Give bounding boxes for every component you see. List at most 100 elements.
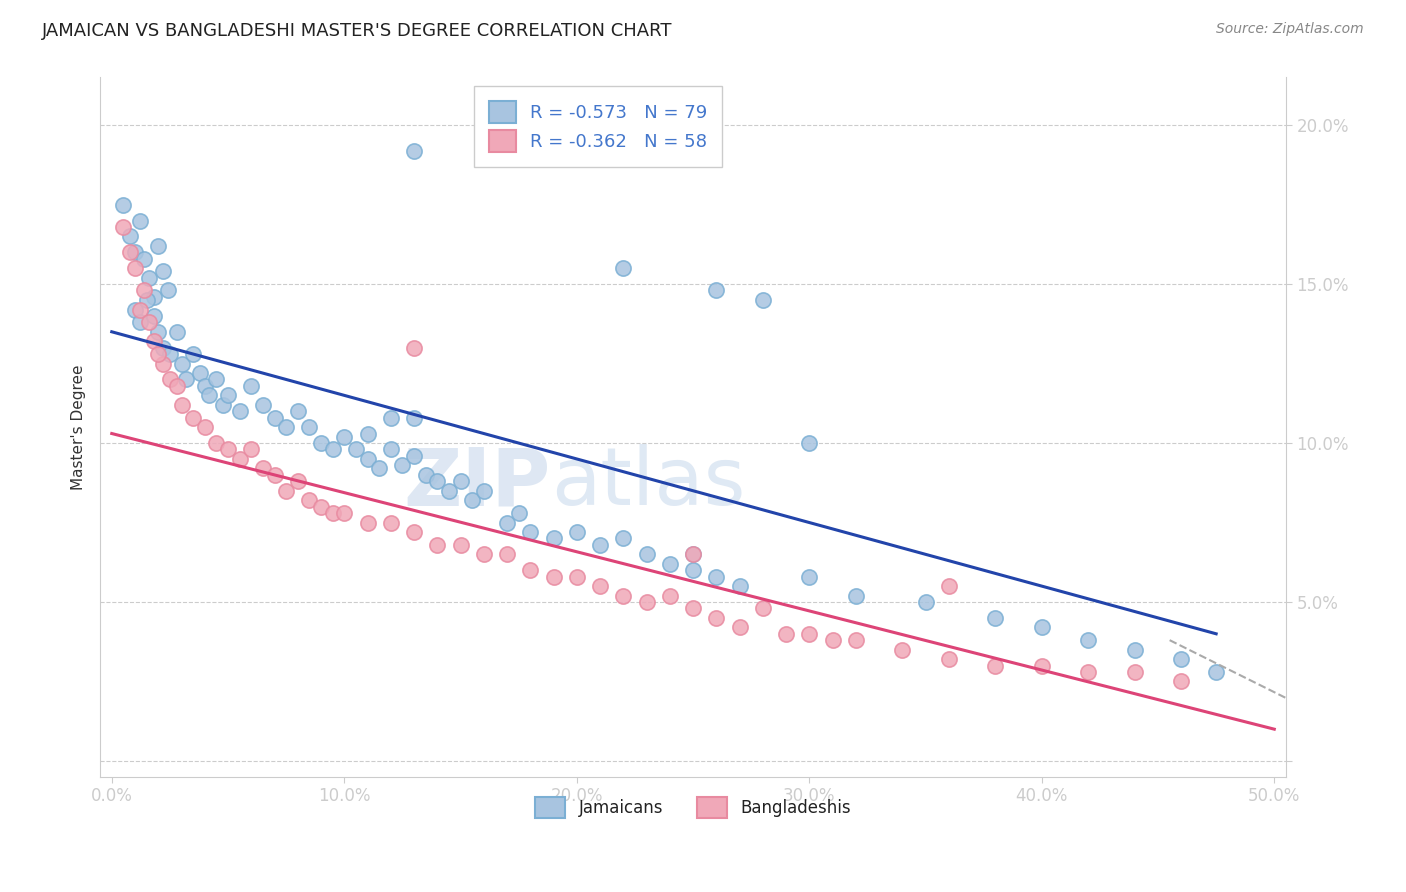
Point <box>298 420 321 434</box>
Point <box>728 579 751 593</box>
Point <box>775 627 797 641</box>
Point <box>636 547 658 561</box>
Point <box>1031 620 1053 634</box>
Legend: Jamaicans, Bangladeshis: Jamaicans, Bangladeshis <box>529 791 858 824</box>
Point <box>519 524 541 539</box>
Point <box>565 524 588 539</box>
Point <box>450 474 472 488</box>
Point <box>704 284 727 298</box>
Point <box>252 461 274 475</box>
Point <box>124 245 146 260</box>
Point <box>752 601 775 615</box>
Point <box>914 595 936 609</box>
Point <box>1205 665 1227 679</box>
Point <box>380 516 402 530</box>
Point <box>728 620 751 634</box>
Point <box>194 420 217 434</box>
Point <box>159 372 181 386</box>
Point <box>543 532 565 546</box>
Point <box>658 557 681 571</box>
Y-axis label: Master's Degree: Master's Degree <box>72 365 86 490</box>
Point <box>461 493 484 508</box>
Point <box>984 658 1007 673</box>
Point <box>519 563 541 577</box>
Point <box>181 410 204 425</box>
Point <box>152 341 174 355</box>
Point <box>437 483 460 498</box>
Point <box>508 506 530 520</box>
Point <box>333 430 356 444</box>
Point <box>142 309 165 323</box>
Point <box>263 410 285 425</box>
Point <box>891 642 914 657</box>
Point <box>682 601 704 615</box>
Point <box>658 589 681 603</box>
Point <box>198 388 221 402</box>
Point <box>181 347 204 361</box>
Text: ZIP: ZIP <box>404 444 551 522</box>
Point <box>228 452 250 467</box>
Point <box>228 404 250 418</box>
Point <box>543 569 565 583</box>
Point <box>356 516 378 530</box>
Point <box>134 284 156 298</box>
Point <box>156 284 179 298</box>
Point <box>845 633 868 648</box>
Point <box>170 398 193 412</box>
Point <box>142 290 165 304</box>
Point <box>1170 652 1192 666</box>
Point <box>402 341 425 355</box>
Point <box>148 239 170 253</box>
Point <box>142 334 165 349</box>
Point <box>344 442 367 457</box>
Point <box>402 449 425 463</box>
Point <box>391 458 413 473</box>
Point <box>174 372 197 386</box>
Point <box>309 436 332 450</box>
Point <box>166 325 188 339</box>
Point <box>124 261 146 276</box>
Point <box>298 493 321 508</box>
Point <box>1170 674 1192 689</box>
Point <box>682 547 704 561</box>
Point <box>984 611 1007 625</box>
Point <box>138 270 160 285</box>
Point <box>128 302 150 317</box>
Point <box>252 398 274 412</box>
Point <box>166 379 188 393</box>
Point <box>322 442 344 457</box>
Point <box>1077 633 1099 648</box>
Point <box>380 442 402 457</box>
Point <box>1123 642 1146 657</box>
Point <box>1077 665 1099 679</box>
Point <box>612 532 634 546</box>
Point <box>276 483 298 498</box>
Point <box>217 442 239 457</box>
Point <box>426 474 449 488</box>
Point <box>472 547 495 561</box>
Point <box>612 589 634 603</box>
Point <box>589 538 612 552</box>
Point <box>402 524 425 539</box>
Point <box>426 538 449 552</box>
Point <box>380 410 402 425</box>
Point <box>1031 658 1053 673</box>
Point <box>368 461 391 475</box>
Point <box>752 293 775 307</box>
Point <box>402 144 425 158</box>
Point <box>128 315 150 329</box>
Point <box>1123 665 1146 679</box>
Point <box>120 229 142 244</box>
Point <box>170 357 193 371</box>
Point <box>128 213 150 227</box>
Point <box>205 436 228 450</box>
Point <box>287 404 309 418</box>
Point <box>821 633 844 648</box>
Point <box>612 261 634 276</box>
Point <box>704 569 727 583</box>
Point <box>263 467 285 482</box>
Point <box>799 627 821 641</box>
Point <box>589 579 612 593</box>
Point <box>496 547 519 561</box>
Point <box>333 506 356 520</box>
